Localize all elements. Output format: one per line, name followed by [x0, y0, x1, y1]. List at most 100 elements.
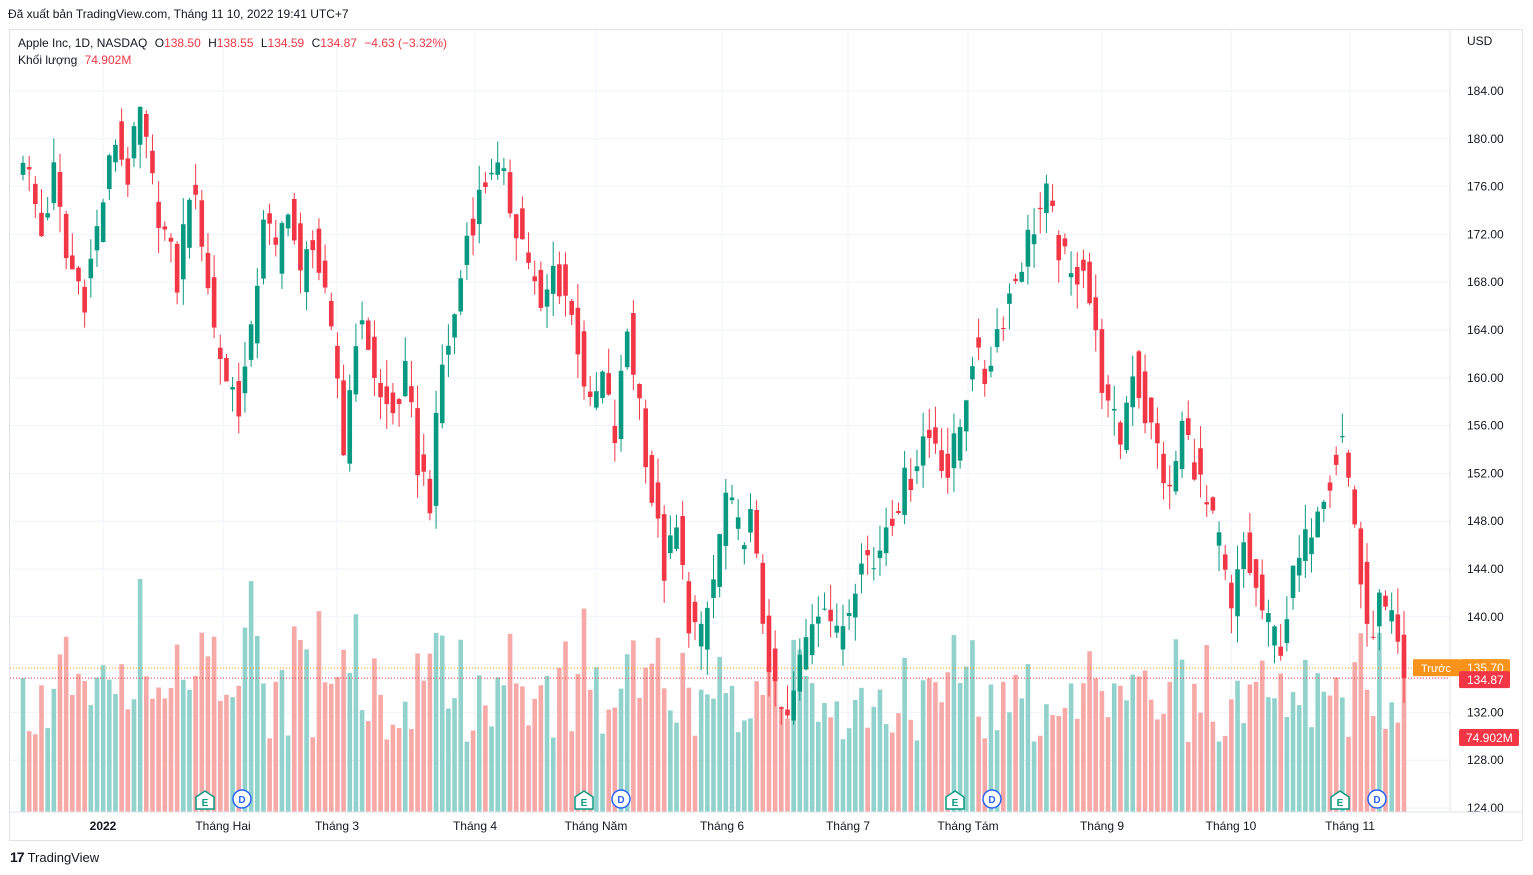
candle-body: [772, 648, 778, 682]
price-tick-label: 180.00: [1467, 132, 1504, 146]
candle-body: [1247, 532, 1253, 573]
volume-label[interactable]: Khối lượng: [18, 53, 78, 67]
volume-bar: [224, 694, 229, 812]
candle-body: [390, 392, 396, 414]
volume-bar: [1401, 651, 1407, 812]
candle-body: [748, 509, 753, 533]
candle-body: [464, 235, 470, 265]
candle-body: [1198, 448, 1203, 475]
time-tick-label: Tháng 9: [1080, 819, 1124, 833]
volume-bar: [785, 718, 790, 812]
volume-bar: [865, 727, 870, 812]
candle-body: [822, 608, 827, 610]
candle-body: [1087, 261, 1092, 304]
volume-bar: [70, 694, 75, 812]
volume-bar: [365, 721, 371, 812]
volume-bar: [1118, 685, 1123, 812]
volume-tag-text: 74.902M: [1466, 731, 1513, 745]
candle-body: [532, 276, 538, 282]
price-axis[interactable]: 124.00128.00132.00136.00140.00144.00148.…: [1413, 30, 1519, 815]
candle-body: [1161, 453, 1166, 484]
candle-body: [698, 623, 704, 647]
published-caption: Đã xuất bản TradingView.com, Tháng 11 10…: [8, 7, 349, 21]
candle-body: [754, 510, 759, 554]
volume-bar: [489, 726, 494, 812]
candle-body: [328, 300, 334, 327]
volume-bar: [378, 694, 383, 812]
volume-bar: [26, 731, 32, 812]
candle-body: [1253, 559, 1259, 588]
volume-bar: [779, 708, 784, 812]
volume-bar: [1395, 722, 1401, 812]
candle-body: [396, 399, 402, 405]
price-tick-label: 148.00: [1467, 514, 1504, 528]
candle-body: [211, 277, 217, 328]
candle-body: [316, 228, 322, 273]
volume-bar: [600, 733, 605, 812]
candle-body: [674, 527, 679, 549]
candle-body: [889, 518, 895, 526]
volume-bar: [199, 632, 205, 812]
symbol-title[interactable]: Apple Inc, 1D, NASDAQ: [18, 36, 148, 50]
high-value: 138.55: [216, 36, 254, 50]
candle-body: [760, 562, 766, 624]
dividend-marker-icon: [982, 789, 1002, 809]
candle-body: [735, 517, 741, 529]
candle-body: [1037, 207, 1043, 210]
candle-body: [816, 616, 821, 624]
volume-bar: [735, 732, 741, 812]
candle-body: [840, 626, 846, 650]
time-axis[interactable]: 2022 Tháng Hai Tháng 3 Tháng 4 Tháng Năm Thán…: [10, 811, 1522, 833]
volume-bar: [717, 656, 722, 812]
time-tick-label: Tháng 7: [826, 819, 870, 833]
candle-body: [865, 550, 870, 556]
candle-body: [994, 329, 1000, 348]
time-tick-label: Tháng 6: [700, 819, 744, 833]
volume-bar: [1235, 680, 1240, 812]
volume-tag: [1459, 729, 1519, 746]
volume-bar: [353, 614, 359, 812]
volume-bar: [273, 681, 279, 812]
brand-name: TradingView: [27, 849, 100, 865]
volume-bar: [1315, 673, 1320, 812]
candle-body: [846, 613, 852, 617]
candle-body: [686, 581, 692, 634]
candle-body: [1235, 569, 1240, 617]
candle-body: [70, 255, 75, 270]
tradingview-footer[interactable]: 17 TradingView: [10, 849, 99, 865]
candle-body: [495, 162, 501, 175]
candle-body: [939, 450, 944, 471]
candle-body: [809, 624, 815, 656]
candle-body: [520, 208, 525, 240]
candle-body: [920, 436, 926, 466]
volume-bar: [1358, 633, 1364, 812]
volume-bar: [637, 697, 642, 812]
volume-bar: [1278, 673, 1283, 812]
candle-body: [723, 492, 729, 546]
candle-body: [322, 260, 328, 288]
candle-body: [655, 482, 661, 519]
volume-bar: [643, 667, 648, 812]
volume-bar: [162, 698, 168, 812]
candle-body: [279, 223, 285, 274]
volume-bar: [1025, 664, 1031, 812]
candle-body: [569, 300, 575, 315]
volume-bar: [57, 654, 63, 812]
candle-body: [100, 202, 106, 242]
earnings-marker-label: E: [1337, 798, 1344, 809]
price-tick-label: 144.00: [1467, 562, 1504, 576]
candle-body: [594, 391, 599, 408]
volume-bar: [742, 720, 747, 812]
volume-bar: [1346, 736, 1351, 812]
volume-bar: [267, 738, 272, 812]
volume-bar: [520, 686, 525, 812]
volume-bar: [1290, 692, 1296, 812]
volume-bar: [772, 681, 778, 812]
volume-bar: [20, 678, 26, 812]
candle-body: [94, 226, 100, 251]
candle-body: [668, 535, 673, 554]
volume-bar: [563, 641, 568, 812]
